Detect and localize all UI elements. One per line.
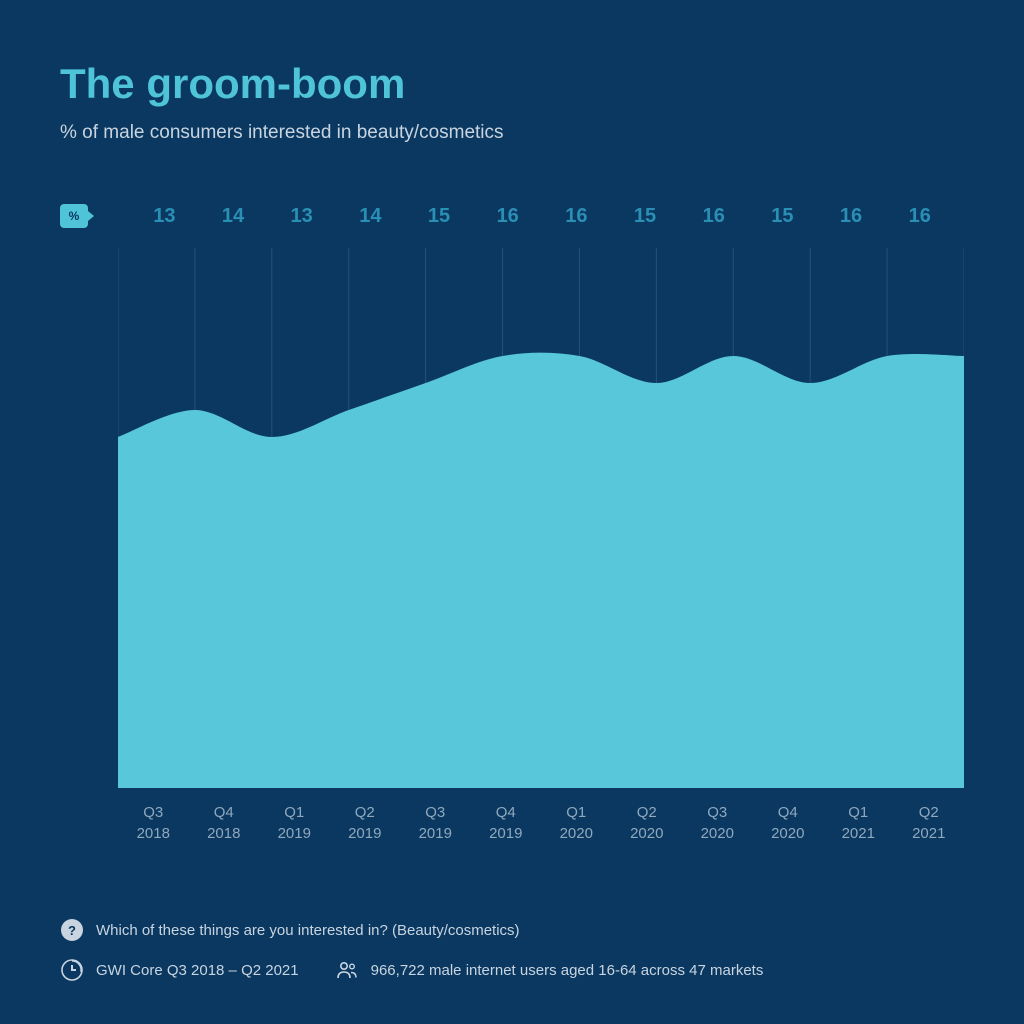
footer-question-text: Which of these things are you interested… [96, 922, 520, 939]
x-axis-label: Q22020 [612, 802, 683, 844]
value-label: 16 [542, 205, 611, 228]
value-label: 13 [267, 205, 336, 228]
percent-badge-icon: % [60, 204, 88, 228]
area-chart [118, 248, 964, 788]
value-label: 15 [405, 205, 474, 228]
chart-svg [118, 248, 964, 788]
chart-title: The groom-boom [60, 60, 964, 108]
value-label: 16 [473, 205, 542, 228]
x-axis-label: Q42019 [471, 802, 542, 844]
x-axis-label: Q32020 [682, 802, 753, 844]
value-label: 16 [679, 205, 748, 228]
x-axis-label: Q12019 [259, 802, 330, 844]
x-axis-label: Q42020 [753, 802, 824, 844]
value-label: 16 [885, 205, 954, 228]
footer-question: ? Which of these things are you interest… [60, 918, 520, 942]
value-label: 13 [130, 205, 199, 228]
footer-source-text: GWI Core Q3 2018 – Q2 2021 [96, 962, 299, 979]
value-label: 15 [611, 205, 680, 228]
chart-footer: ? Which of these things are you interest… [60, 902, 964, 982]
source-icon [60, 958, 84, 982]
value-labels: 131413141516161516151616 [100, 205, 964, 228]
value-label: 15 [748, 205, 817, 228]
value-labels-row: % 131413141516161516151616 [60, 204, 964, 228]
x-axis-label: Q42018 [189, 802, 260, 844]
footer-sample-text: 966,722 male internet users aged 16-64 a… [371, 962, 764, 979]
value-label: 14 [199, 205, 268, 228]
x-axis-label: Q12021 [823, 802, 894, 844]
value-label: 16 [817, 205, 886, 228]
chart-subtitle: % of male consumers interested in beauty… [60, 122, 964, 144]
people-icon [335, 958, 359, 982]
x-axis-label: Q32019 [400, 802, 471, 844]
x-axis-label: Q22019 [330, 802, 401, 844]
chart-wrap: % 131413141516161516151616 Q32018Q42018Q… [60, 204, 964, 844]
question-icon: ? [60, 918, 84, 942]
x-axis-labels: Q32018Q42018Q12019Q22019Q32019Q42019Q120… [118, 802, 964, 844]
x-axis-label: Q32018 [118, 802, 189, 844]
infographic-container: The groom-boom % of male consumers inter… [0, 0, 1024, 1024]
footer-sample: 966,722 male internet users aged 16-64 a… [335, 958, 764, 982]
value-label: 14 [336, 205, 405, 228]
x-axis-label: Q22021 [894, 802, 965, 844]
x-axis-label: Q12020 [541, 802, 612, 844]
footer-source: GWI Core Q3 2018 – Q2 2021 [60, 958, 299, 982]
